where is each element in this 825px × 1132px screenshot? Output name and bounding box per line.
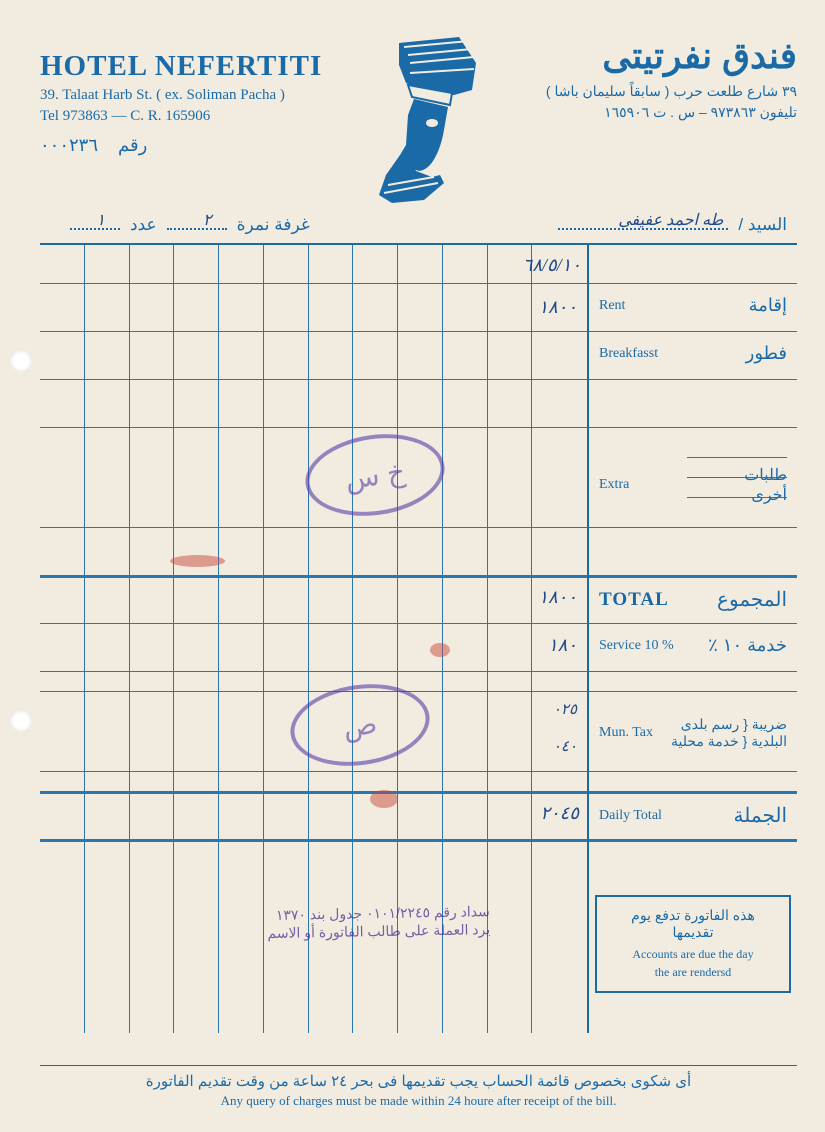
daily-en: Daily Total xyxy=(599,808,662,824)
notice-en-line1: Accounts are due the day xyxy=(632,947,753,961)
service-label: Service 10 % خدمة ١٠ ٪ xyxy=(589,635,797,656)
red-mark xyxy=(370,790,398,808)
rent-en: Rent xyxy=(599,298,625,314)
address-ar-line1: ٣٩ شارع طلعت حرب ( سابقاً سليمان باشا ) xyxy=(537,83,797,100)
rent-value: ١٨٠٠ xyxy=(538,297,577,318)
registration-stamp: سداد رقم ٠١٠١/٢٢٤٥ جدول بند ١٣٧٠ يرد الع… xyxy=(160,902,491,944)
hotel-name-english: HOTEL NEFERTITI xyxy=(40,50,340,83)
daily-total-label: Daily Total الجملة xyxy=(589,803,797,828)
guest-info-row: السيد / طه احمد عفيفى غرفة نمرة ٢ عدد ١ xyxy=(40,214,797,243)
persons-label: عدد xyxy=(130,215,157,235)
rent-ar: إقامة xyxy=(749,295,787,316)
extra-bracket xyxy=(687,477,787,478)
red-mark xyxy=(430,643,450,657)
header-left: HOTEL NEFERTITI 39. Talaat Harb St. ( ex… xyxy=(40,30,340,156)
grid-columns: ٦٨/٥/١٠ ١٨٠٠ ١٨٠٠ ١٨٠ ٠٢٥ ٠٤٠ ٢٠٤٥ خ س ص… xyxy=(40,245,589,1033)
invoice-page: HOTEL NEFERTITI 39. Talaat Harb St. ( ex… xyxy=(0,0,825,1132)
ledger-grid: ٦٨/٥/١٠ ١٨٠٠ ١٨٠٠ ١٨٠ ٠٢٥ ٠٤٠ ٢٠٤٥ خ س ص… xyxy=(40,243,797,1033)
punch-hole xyxy=(10,710,32,732)
receipt-number: رقم ٠٠٠٢٣٦ xyxy=(40,135,340,156)
receipt-label: رقم xyxy=(118,135,147,155)
muntax-value1: ٠٢٥ xyxy=(553,700,577,719)
footer-en: Any query of charges must be made within… xyxy=(221,1093,617,1108)
muntax-value2: ٠٤٠ xyxy=(553,737,577,756)
breakfast-ar: فطور xyxy=(746,343,787,364)
address-en-line2: Tel 973863 — C. R. 165906 xyxy=(40,108,340,125)
hotel-name-arabic: فندق نفرتيتى xyxy=(537,35,797,77)
extra-label: Extra طلبات أخرى xyxy=(589,455,797,515)
notice-ar: هذه الفاتورة تدفع يوم تقديمها xyxy=(609,907,777,941)
extra-ar-top: طلبات xyxy=(744,465,787,485)
room-no-value: ٢ xyxy=(203,210,212,230)
service-ar: خدمة ١٠ ٪ xyxy=(708,635,787,656)
extra-ar-bottom: أخرى xyxy=(751,485,787,505)
guest-label: السيد / xyxy=(738,215,787,235)
footer-disclaimer: أى شكوى بخصوص قائمة الحساب يجب تقديمها ف… xyxy=(40,1065,797,1110)
service-value: ١٨٠ xyxy=(548,635,577,656)
extra-bracket xyxy=(687,457,787,458)
letterhead: HOTEL NEFERTITI 39. Talaat Harb St. ( ex… xyxy=(40,30,797,210)
rent-label: Rent إقامة xyxy=(589,295,797,316)
nefertiti-bust-icon xyxy=(344,35,494,210)
stamp2-text: ص xyxy=(341,706,379,743)
persons-field: ١ xyxy=(70,214,120,230)
room-no-field: ٢ xyxy=(167,214,227,230)
notice-en-line2: the are rendersd xyxy=(655,965,732,979)
red-mark xyxy=(170,555,225,567)
total-ar: المجموع xyxy=(717,587,787,612)
service-en: Service 10 % xyxy=(599,638,674,654)
daily-total-value: ٢٠٤٥ xyxy=(540,803,579,824)
stamp1-text: خ س xyxy=(343,454,407,495)
muntax-label: Mun. Tax ضريبة { رسم بلدى البلدية { خدمة… xyxy=(589,705,797,761)
payment-notice-box: هذه الفاتورة تدفع يوم تقديمها Accounts a… xyxy=(595,895,791,993)
header-right-arabic: فندق نفرتيتى ٣٩ شارع طلعت حرب ( سابقاً س… xyxy=(537,30,797,125)
address-en-line1: 39. Talaat Harb St. ( ex. Soliman Pacha … xyxy=(40,87,340,104)
guest-name-field: طه احمد عفيفى xyxy=(558,214,728,230)
punch-hole xyxy=(10,350,32,372)
extra-bracket xyxy=(687,497,787,498)
breakfast-en: Breakfasst xyxy=(599,346,658,362)
room-segment: غرفة نمرة ٢ عدد ١ xyxy=(70,214,310,235)
daily-ar: الجملة xyxy=(734,803,787,828)
date-entry: ٦٨/٥/١٠ xyxy=(523,255,581,276)
total-label: TOTAL المجموع xyxy=(589,587,797,612)
footer-ar: أى شكوى بخصوص قائمة الحساب يجب تقديمها ف… xyxy=(40,1072,797,1090)
breakfast-label: Breakfasst فطور xyxy=(589,343,797,364)
guest-name-segment: السيد / طه احمد عفيفى xyxy=(558,214,787,235)
total-value: ١٨٠٠ xyxy=(538,587,577,608)
receipt-value: ٠٠٠٢٣٦ xyxy=(40,135,98,155)
total-en: TOTAL xyxy=(599,589,669,611)
persons-value: ١ xyxy=(96,210,105,230)
muntax-en: Mun. Tax xyxy=(599,725,653,741)
extra-en: Extra xyxy=(599,477,629,493)
muntax-ar-top: ضريبة { رسم بلدى xyxy=(681,716,787,733)
nefertiti-logo xyxy=(344,35,494,215)
guest-name-value: طه احمد عفيفى xyxy=(618,210,723,230)
row-labels-column: Rent إقامة Breakfasst فطور Extra طلبات أ… xyxy=(589,245,797,1033)
address-ar-line2: تليفون ٩٧٣٨٦٣ – س . ت ١٦٥٩٠٦ xyxy=(537,104,797,121)
room-label: غرفة نمرة xyxy=(237,215,310,235)
muntax-ar-bottom: البلدية { خدمة محلية xyxy=(671,733,787,750)
